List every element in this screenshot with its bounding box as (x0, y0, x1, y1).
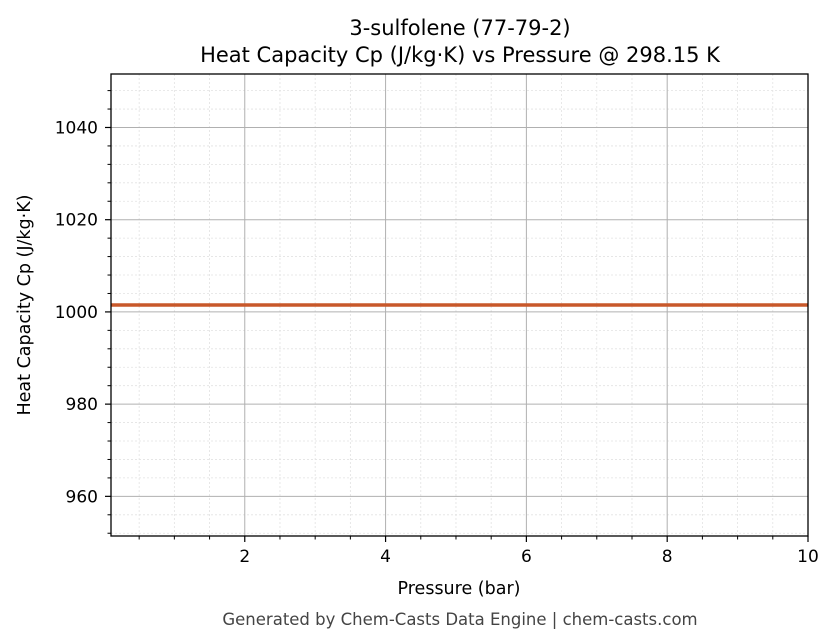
ticks-layer: 2 4 6 8 10 960 980 1000 1020 1040 (55, 90, 819, 567)
x-tick-label: 10 (797, 547, 819, 567)
x-axis-label: Pressure (bar) (398, 579, 521, 599)
minor-grid (111, 74, 808, 536)
y-tick-label: 980 (66, 395, 98, 415)
x-tick-label: 2 (239, 547, 250, 567)
x-tick-label: 4 (380, 547, 391, 567)
x-tick-label: 6 (521, 547, 532, 567)
y-tick-label: 960 (66, 487, 98, 507)
footer-credit: Generated by Chem-Casts Data Engine | ch… (222, 610, 697, 629)
x-tick-label: 8 (662, 547, 673, 567)
plot-frame (110, 73, 809, 537)
chart-title-line-1: 3-sulfolene (77-79-2) (349, 16, 570, 40)
y-tick-label: 1020 (55, 211, 98, 231)
chart-title-line-2: Heat Capacity Cp (J/kg·K) vs Pressure @ … (200, 43, 721, 67)
y-axis-label: Heat Capacity Cp (J/kg·K) (15, 195, 35, 416)
y-tick-label: 1000 (55, 303, 98, 323)
y-tick-label: 1040 (55, 118, 98, 138)
